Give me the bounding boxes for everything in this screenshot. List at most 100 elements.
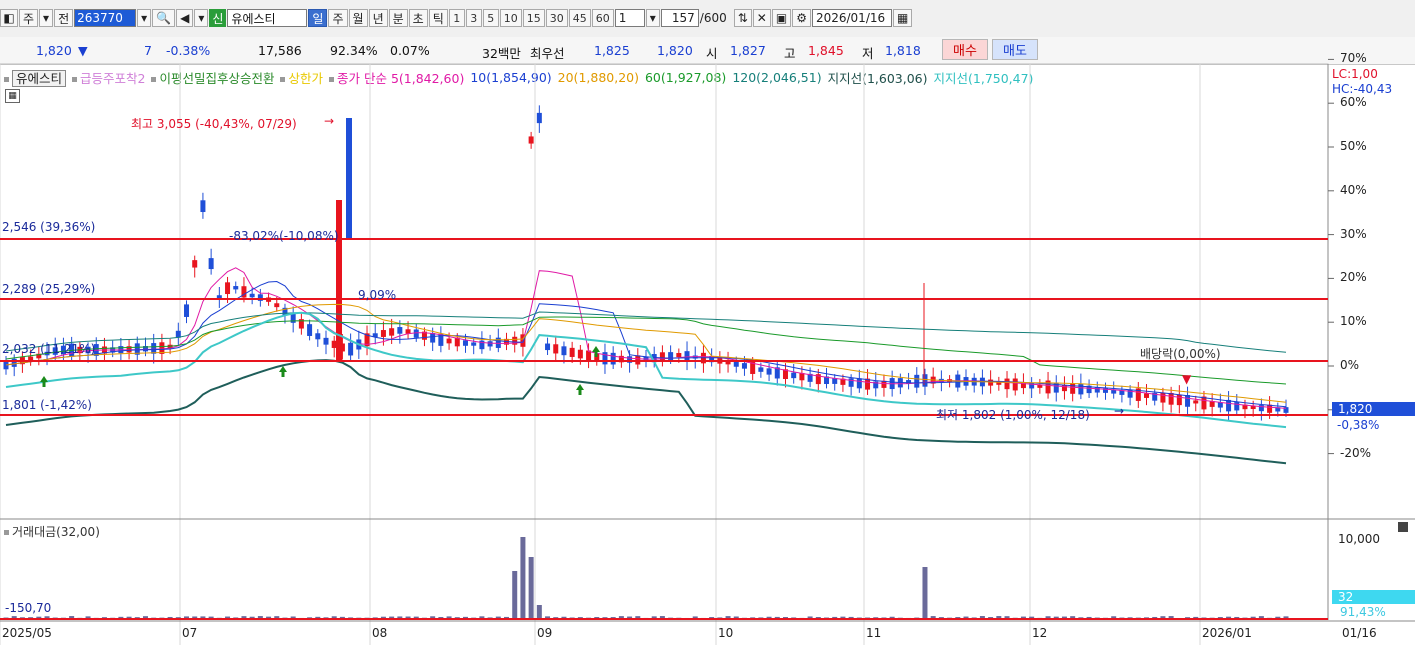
volume-bar — [151, 617, 157, 619]
high-arrow-icon: → — [324, 114, 335, 128]
tab-tick[interactable]: 틱 — [428, 9, 448, 27]
crosshair-icon[interactable]: ✕ — [752, 9, 771, 27]
dividend-arrow-icon: ▼ — [1182, 372, 1192, 386]
grid-icon[interactable]: ▦ — [5, 89, 20, 103]
volume-bar — [725, 616, 731, 619]
buy-signal-arrow-stem — [594, 352, 598, 357]
candle-body — [200, 200, 206, 213]
candle-body — [1061, 385, 1067, 392]
period-dropdown[interactable]: 주 — [19, 9, 39, 27]
volume-bar — [1020, 616, 1026, 619]
stock-code-input[interactable]: 263770 — [74, 9, 137, 27]
date-input[interactable]: 2026/01/16 — [811, 9, 892, 27]
interval-10[interactable]: 10 — [499, 9, 522, 27]
legend-support1[interactable]: 지지선(1,603,06) — [827, 71, 928, 86]
interval-60[interactable]: 60 — [591, 9, 614, 27]
current-price-tag: 1,820 — [1332, 402, 1415, 416]
volume-bar — [389, 616, 395, 619]
tab-weekly[interactable]: 주 — [328, 9, 348, 27]
volume-bar — [1037, 617, 1043, 619]
volume-bar — [1258, 616, 1264, 619]
candle-body — [184, 304, 190, 317]
volume-bar — [897, 617, 903, 619]
volume-bar — [446, 616, 452, 619]
volume-bar — [1185, 617, 1191, 619]
interval-45[interactable]: 45 — [568, 9, 591, 27]
legend-ma5[interactable]: 종가 단순 5(1,842,60) — [329, 68, 464, 87]
panel-close-icon[interactable] — [1398, 522, 1408, 532]
volume-bar — [44, 616, 50, 619]
legend-ma10[interactable]: 10(1,854,90) — [470, 70, 552, 85]
speaker-dropdown-icon[interactable]: ▾ — [194, 9, 209, 27]
legend-stock[interactable]: 유에스티 — [4, 68, 67, 87]
volume-bar — [134, 617, 140, 619]
volume-bar — [1078, 617, 1084, 619]
volume-bar — [717, 617, 723, 619]
volume-bar — [1250, 616, 1256, 619]
buy-button[interactable]: 매수 — [942, 39, 988, 60]
legend-support2[interactable]: 지지선(1,750,47) — [933, 71, 1034, 86]
candle-body — [1176, 394, 1182, 406]
volume-bar — [520, 537, 526, 619]
tab-monthly[interactable]: 월 — [348, 9, 368, 27]
legend-ind1[interactable]: 급등주포착2 — [72, 68, 145, 87]
volume-bar — [257, 616, 263, 619]
speaker-icon[interactable]: ◀ — [176, 9, 194, 27]
layout-icon[interactable]: ◧ — [0, 9, 18, 27]
save-icon[interactable]: ▣ — [771, 9, 792, 27]
interval-1[interactable]: 1 — [448, 9, 465, 27]
candle-body — [159, 342, 165, 354]
legend-ind3[interactable]: 상한가 — [280, 68, 323, 87]
period-dropdown-arrow-icon[interactable]: ▾ — [39, 9, 54, 27]
gear-icon[interactable]: ⚙ — [792, 9, 811, 27]
candle-body — [1226, 399, 1232, 412]
interval-15[interactable]: 15 — [522, 9, 545, 27]
candle-body — [233, 286, 239, 290]
volume-axis-top: 10,000 — [1338, 532, 1380, 546]
volume-bar — [471, 617, 477, 619]
new-badge: 신 — [209, 9, 227, 27]
candle-body — [692, 355, 698, 359]
candle-body — [282, 307, 288, 315]
volume-bar — [1144, 617, 1150, 619]
legend-ma20[interactable]: 20(1,880,20) — [557, 70, 639, 85]
code-dropdown-icon[interactable]: ▾ — [137, 9, 152, 27]
tab-daily[interactable]: 일 — [308, 9, 328, 27]
volume-bar — [741, 617, 747, 619]
unit-input[interactable]: 1 — [614, 9, 645, 27]
legend-ma120[interactable]: 120(2,046,51) — [732, 70, 822, 85]
candle-body — [346, 118, 352, 238]
down-arrow-icon: ▼ — [78, 43, 88, 58]
candle-body — [249, 293, 255, 298]
unit-dropdown-icon[interactable]: ▾ — [645, 9, 660, 27]
jeon-button[interactable]: 전 — [54, 9, 74, 27]
volume-bar — [676, 617, 682, 619]
volume-bar — [77, 617, 83, 619]
candle-body — [134, 343, 140, 355]
interval-5[interactable]: 5 — [482, 9, 499, 27]
legend-ind2[interactable]: 이평선밀집후상승전환 — [151, 68, 274, 87]
stock-name-field[interactable]: 유에스티 — [227, 9, 308, 27]
count-input[interactable]: 157 — [660, 9, 699, 27]
volume-bar — [225, 616, 231, 619]
interval-30[interactable]: 30 — [545, 9, 568, 27]
tab-second[interactable]: 초 — [408, 9, 428, 27]
tab-minute[interactable]: 분 — [388, 9, 408, 27]
interval-3[interactable]: 3 — [465, 9, 482, 27]
candle-body — [988, 379, 994, 386]
volume-panel-title[interactable]: 거래대금(32,00) — [4, 523, 100, 540]
tab-yearly[interactable]: 년 — [368, 9, 388, 27]
y-tick-label: 30% — [1340, 226, 1367, 241]
candle-body — [799, 372, 805, 381]
search-icon[interactable]: 🔍 — [152, 9, 176, 27]
calendar-icon[interactable]: ▦ — [892, 9, 913, 27]
candle-body — [1217, 402, 1223, 408]
volume-left-value: -150,70 — [5, 601, 52, 615]
volume-bar — [700, 617, 706, 619]
sell-button[interactable]: 매도 — [992, 39, 1038, 60]
candle-body — [791, 372, 797, 379]
legend-ma60[interactable]: 60(1,927,08) — [644, 70, 727, 85]
count-total: /600 — [699, 11, 727, 25]
compare-icon[interactable]: ⇅ — [733, 9, 752, 27]
